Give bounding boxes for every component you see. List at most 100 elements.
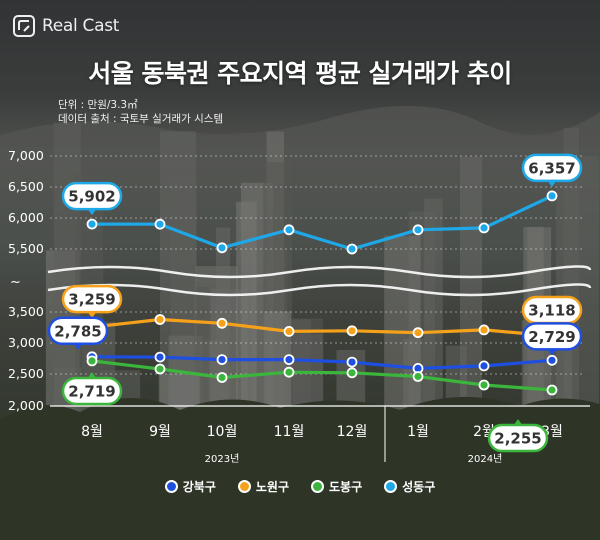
data-point [216,372,228,383]
x-tick-label: 11월 [274,424,305,440]
legend-item: 노원구 [237,478,289,495]
data-point [216,317,228,329]
data-point [546,190,558,202]
legend-label: 도봉구 [329,480,363,494]
brand-logo: Real Cast [12,14,119,38]
data-label-pointer [547,348,557,356]
data-point [86,355,98,367]
series-line-노원구 [91,317,553,338]
data-point [283,224,295,236]
data-label-노원구: 3,118 [521,295,583,329]
data-point [546,354,558,366]
data-label-pointer [87,208,97,216]
data-label-text: 2,719 [68,382,115,400]
unit-note: 단위 : 만원/3.3㎡ [58,99,138,111]
legend-label: 강북구 [182,480,216,494]
data-point [154,363,166,375]
mountain-ridge [0,105,600,160]
data-label-pointer [73,342,83,350]
year-label: 2023년 [205,453,240,465]
building [215,227,231,440]
brand-name: Real Cast [42,16,120,36]
data-label-pointer [547,179,557,187]
series-line-도봉구 [91,359,553,392]
data-point [478,360,490,372]
y-tick-label: 3,000 [8,335,44,350]
legend-item: 강북구 [164,478,216,495]
data-point [86,218,98,230]
chart-notes: 단위 : 만원/3.3㎡ 데이터 출처 : 국토부 실거래가 시스템 [58,98,223,126]
data-point [216,242,228,254]
data-label-노원구: 3,259 [61,284,123,319]
data-label-도봉구: 2,255 [487,419,549,453]
data-label-text: 6,357 [528,159,575,177]
y-tick-label: 5,500 [8,241,44,256]
y-tick-label: 2,500 [8,366,44,381]
source-note: 데이터 출처 : 국토부 실거래가 시스템 [58,113,224,125]
data-label-pointer [87,311,97,319]
legend-marker [311,480,324,493]
data-point [478,222,490,234]
data-point [154,218,166,230]
legend-marker [237,480,251,493]
axis-break-symbol: ~ [10,275,21,290]
data-point [412,327,424,339]
year-label: 2024년 [468,453,503,465]
chart-legend: 강북구 노원구 도봉구 성동구 [0,478,600,495]
y-tick-label: 6,500 [8,179,44,194]
data-point [412,371,424,382]
x-tick-label: 8월 [81,424,103,440]
data-label-text: 5,902 [68,188,115,206]
data-label-pointer [513,419,523,427]
data-point [283,354,295,366]
data-point [154,351,166,363]
data-label-text: 3,259 [68,291,115,309]
x-tick-label: 1월 [407,424,429,440]
axis-break-wave [47,265,592,279]
data-label-pointer [87,371,97,379]
y-tick-label: 6,000 [8,210,44,225]
data-point [346,325,358,337]
series-line-성동구 [91,194,553,251]
data-label-text: 2,729 [528,328,575,346]
x-tick-label: 12월 [337,424,368,440]
data-point [283,366,295,378]
data-point [346,356,358,368]
data-point [154,314,166,325]
data-point [412,224,424,236]
data-point [478,324,490,336]
data-label-강북구: 2,785 [47,316,109,350]
x-tick-label: 10월 [207,424,238,440]
data-label-text: 2,255 [494,430,541,448]
chart-title: 서울 동북권 주요지역 평균 실거래가 추이 [88,59,512,88]
data-label-text: 3,118 [528,301,575,319]
legend-label: 노원구 [255,480,289,494]
y-tick-label: 3,500 [8,304,44,319]
legend-item: 도봉구 [311,478,362,495]
x-tick-label: 9월 [149,424,171,440]
realcast-logo-icon [13,15,35,37]
legend-marker [164,480,178,493]
data-point [346,367,358,379]
data-point [478,379,490,391]
series-line-강북구 [91,355,553,370]
data-label-성동구: 5,902 [61,181,123,216]
data-point [346,243,358,255]
data-point [283,325,295,337]
data-label-강북구: 2,729 [521,322,583,356]
legend-label: 성동구 [402,480,436,494]
legend-item: 성동구 [384,478,435,495]
data-label-text: 2,785 [54,322,101,340]
data-label-도봉구: 2,719 [61,371,123,406]
tree-canopy [0,396,600,540]
building [236,201,257,440]
axis-break-wave [47,283,592,297]
y-tick-label: 7,000 [8,148,44,163]
data-label-성동구: 6,357 [521,153,583,187]
data-point [216,354,228,366]
data-point [546,384,558,396]
legend-marker [384,480,398,493]
